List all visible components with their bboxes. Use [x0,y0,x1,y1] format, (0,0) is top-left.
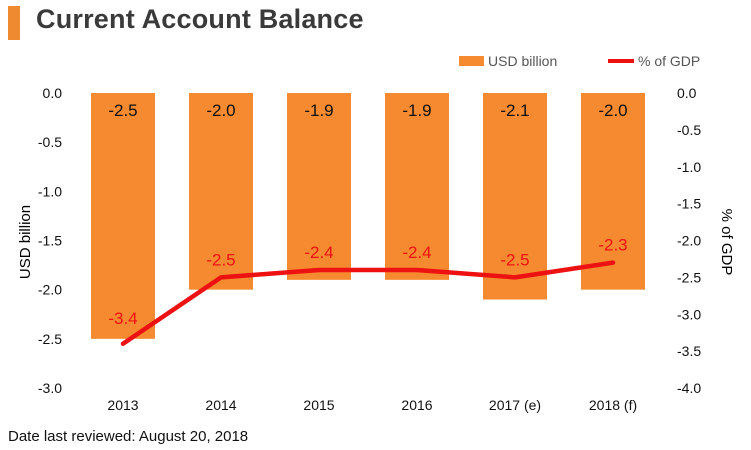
x-tick-label: 2014 [205,397,236,413]
bar [483,93,547,300]
x-tick-label: 2013 [107,397,138,413]
y-tick-right: -0.5 [677,122,701,138]
bar [189,93,253,290]
y-tick-left: -1.5 [38,233,62,249]
y-tick-right: -3.5 [677,343,701,359]
legend-bar-label: USD billion [488,53,557,69]
bar [581,93,645,290]
legend-bar-swatch [459,56,484,66]
bar-data-label: -2.0 [598,101,627,120]
line-data-label: -2.5 [500,250,529,269]
line-data-label: -2.4 [304,243,333,262]
bar-data-label: -1.9 [304,101,333,120]
y-tick-right: -3.0 [677,306,701,322]
bar [385,93,449,280]
y-tick-left: 0.0 [43,85,63,101]
line-data-label: -2.3 [598,236,627,255]
line-data-label: -2.5 [206,250,235,269]
bar-data-label: -2.5 [108,101,137,120]
bar-data-label: -1.9 [402,101,431,120]
bar [287,93,351,280]
y-tick-left: -0.5 [38,134,62,150]
bar-data-label: -2.0 [206,101,235,120]
y-tick-left: -2.0 [38,282,62,298]
x-tick-label: 2017 (e) [489,397,541,413]
y-tick-right: -2.5 [677,269,701,285]
y-tick-left: -2.5 [38,331,62,347]
x-tick-label: 2015 [303,397,334,413]
page-title: Current Account Balance [36,4,364,34]
y-tick-right: -1.5 [677,196,701,212]
y-tick-right: 0.0 [677,85,697,101]
bar [91,93,155,339]
x-tick-label: 2018 (f) [589,397,637,413]
footer-note: Date last reviewed: August 20, 2018 [8,428,249,445]
y-axis-right-label: % of GDP [718,209,735,276]
y-tick-right: -1.0 [677,159,701,175]
bar-data-label: -2.1 [500,101,529,120]
legend-line-label: % of GDP [638,53,700,69]
x-tick-label: 2016 [401,397,432,413]
chart-legend: USD billion % of GDP [459,53,700,69]
line-data-label: -3.4 [108,309,137,328]
y-tick-left: -3.0 [38,380,62,396]
line-data-label: -2.4 [402,243,431,262]
gdp-share-line [120,260,616,346]
y-tick-left: -1.0 [38,183,62,199]
y-tick-right: -2.0 [677,233,701,249]
y-axis-left-label: USD billion [17,205,34,279]
title-accent-bar [8,6,20,40]
y-tick-right: -4.0 [677,380,701,396]
